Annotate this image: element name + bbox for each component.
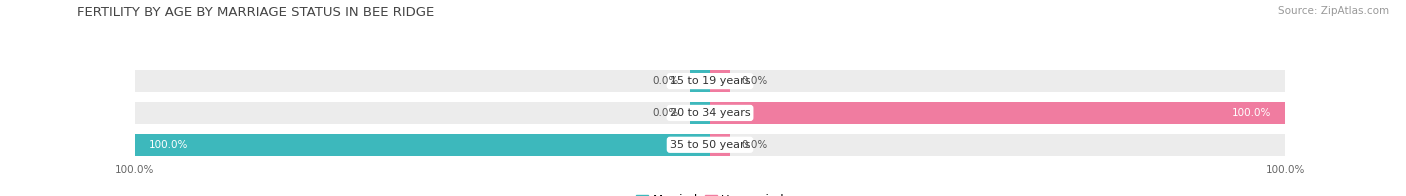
Text: 0.0%: 0.0%	[742, 140, 768, 150]
Legend: Married, Unmarried: Married, Unmarried	[631, 189, 789, 196]
Bar	[135, 102, 1285, 124]
Text: 100.0%: 100.0%	[149, 140, 188, 150]
Bar	[710, 70, 730, 92]
Bar	[690, 70, 710, 92]
Text: 100.0%: 100.0%	[1232, 108, 1271, 118]
Text: 20 to 34 years: 20 to 34 years	[669, 108, 751, 118]
Bar	[710, 102, 730, 124]
Text: 15 to 19 years: 15 to 19 years	[669, 76, 751, 86]
Bar	[690, 102, 710, 124]
Text: 0.0%: 0.0%	[652, 76, 679, 86]
Bar	[710, 102, 1285, 124]
Text: 0.0%: 0.0%	[652, 108, 679, 118]
Bar	[135, 70, 1285, 92]
Text: FERTILITY BY AGE BY MARRIAGE STATUS IN BEE RIDGE: FERTILITY BY AGE BY MARRIAGE STATUS IN B…	[77, 6, 434, 19]
Text: 0.0%: 0.0%	[742, 76, 768, 86]
Bar	[690, 134, 710, 156]
Text: Source: ZipAtlas.com: Source: ZipAtlas.com	[1278, 6, 1389, 16]
Text: 35 to 50 years: 35 to 50 years	[669, 140, 751, 150]
Bar	[710, 134, 730, 156]
Bar	[135, 134, 710, 156]
Bar	[135, 134, 1285, 156]
